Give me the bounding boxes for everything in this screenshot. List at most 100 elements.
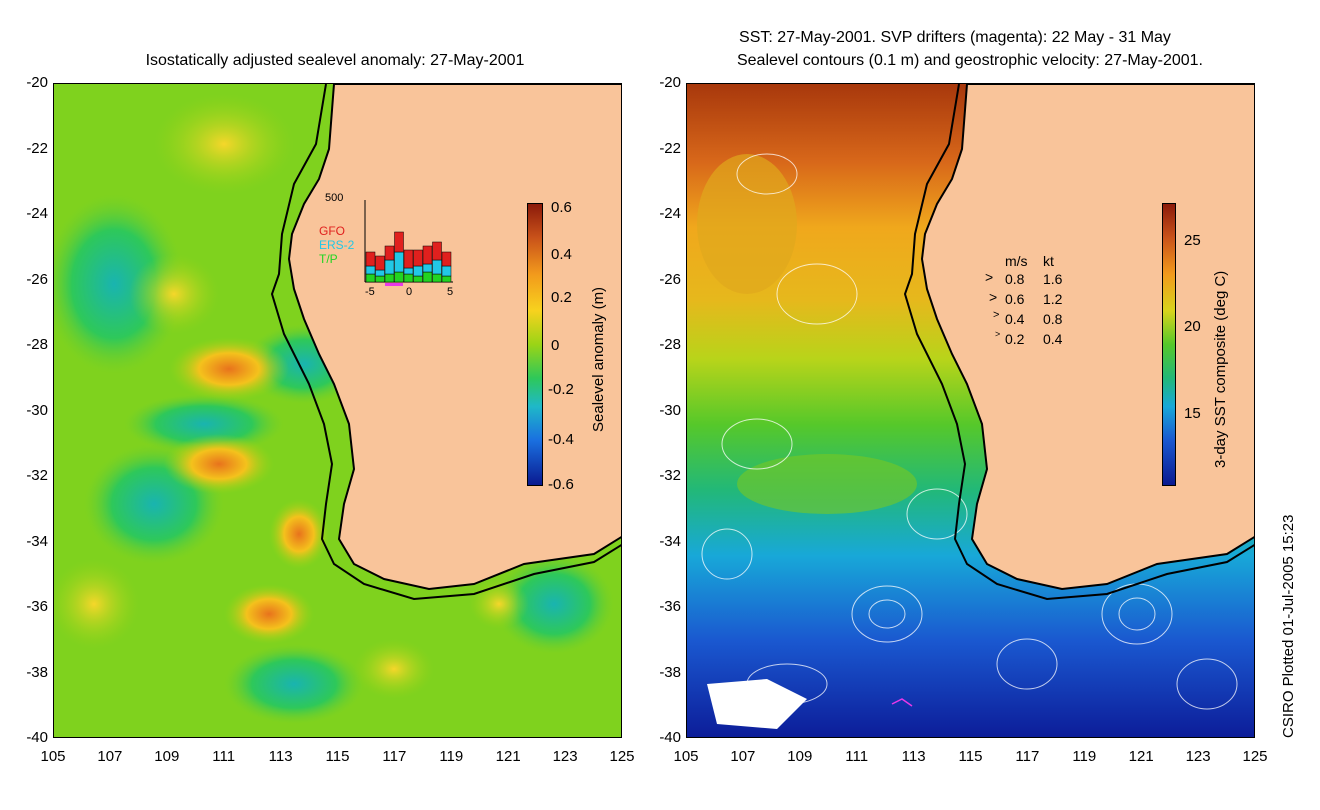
inset-bar-segment <box>403 249 414 269</box>
sst-colorbar-tick: 15 <box>1184 405 1201 422</box>
y-tick-label: -28 <box>26 336 48 353</box>
x-tick-label: 125 <box>1242 748 1268 765</box>
inset-legend-ers2: ERS-2 <box>319 238 355 252</box>
inset-bar-segment <box>384 259 395 275</box>
sealevel-colorbar-tick: 0.6 <box>551 199 572 216</box>
x-tick-label: 123 <box>1185 748 1211 765</box>
inset-bar-segment <box>365 251 376 267</box>
inset-bar-segment <box>375 269 385 277</box>
y-tick-label: -22 <box>26 139 48 157</box>
inset-bar-segment <box>394 251 404 273</box>
data-coverage-inset: 500 GFO ERS-2 T/P -5 0 5 <box>315 190 460 300</box>
drifter-track <box>891 698 913 707</box>
inset-legend-gfo: GFO <box>319 224 345 238</box>
inset-bar-segment <box>441 251 452 267</box>
inset-bar-segment <box>365 273 376 283</box>
inset-bar-segment <box>403 273 414 283</box>
x-tick-label: 111 <box>212 748 236 765</box>
x-tick-label: 121 <box>1128 748 1154 765</box>
sealevel-colorbar-tick: 0 <box>551 337 560 354</box>
x-tick-label: 117 <box>382 748 407 765</box>
inset-bar-segment <box>432 259 442 275</box>
x-tick-label: 107 <box>730 748 756 765</box>
inset-bar-segment <box>394 271 404 283</box>
x-tick-label: 115 <box>325 748 350 765</box>
velocity-legend-header-ms: m/s <box>1005 253 1028 269</box>
inset-bar-segment <box>384 273 395 283</box>
x-tick-label: 109 <box>787 748 813 765</box>
y-tick-label: -22 <box>659 139 681 157</box>
inset-bar-chart <box>364 200 453 286</box>
right-map-title-line2: Sealevel contours (0.1 m) and geostrophi… <box>736 52 1203 69</box>
inset-bar-segment <box>422 271 433 283</box>
plot-credit: CSIRO Plotted 01-Jul-2005 15:23 <box>1280 514 1297 738</box>
y-tick-label: -32 <box>26 467 48 484</box>
sealevel-colorbar-tick: 0.2 <box>551 289 572 306</box>
y-tick-label: -28 <box>659 336 681 353</box>
x-tick-label: 113 <box>901 748 926 765</box>
inset-legend-tp: T/P <box>319 252 338 266</box>
right-map-title-line1: SST: 27-May-2001. SVP drifters (magenta)… <box>739 29 1171 46</box>
y-tick-label: -20 <box>26 74 48 91</box>
inset-bar-segment <box>403 267 414 275</box>
inset-bar-segment <box>413 265 423 277</box>
inset-xtick: 5 <box>447 286 454 298</box>
y-tick-label: -34 <box>659 532 681 550</box>
sealevel-colorbar-label: Sealevel anomaly (m) <box>590 286 607 432</box>
x-tick-label: 109 <box>154 748 180 765</box>
y-tick-label: -26 <box>659 270 681 288</box>
velocity-legend: m/s kt > 0.8 1.6 > 0.6 1.2 > 0.4 0.8 > 0… <box>985 253 1085 353</box>
inset-time-marker <box>385 283 403 286</box>
sealevel-colorbar-tick: 0.4 <box>551 246 572 263</box>
velocity-legend-kt: 0.8 <box>1043 311 1063 327</box>
y-tick-label: -36 <box>659 598 681 615</box>
y-tick-label: -34 <box>26 532 48 550</box>
inset-bar-segment <box>422 263 433 273</box>
sst-colorbar <box>1162 203 1176 486</box>
y-tick-label: -30 <box>659 401 681 419</box>
x-tick-label: 119 <box>439 748 464 765</box>
sealevel-colorbar-tick: -0.2 <box>548 381 574 398</box>
y-tick-label: -32 <box>659 467 681 484</box>
inset-bar-segment <box>384 245 395 261</box>
y-tick-label: -36 <box>26 598 48 615</box>
velocity-legend-ms: 0.6 <box>1005 291 1025 307</box>
y-tick-label: -20 <box>659 74 681 91</box>
inset-bar-segment <box>441 275 452 283</box>
y-tick-label: -38 <box>659 663 681 681</box>
velocity-arrow-icon: > <box>995 329 1001 339</box>
y-tick-label: -30 <box>26 401 48 419</box>
inset-bar-segment <box>394 231 404 253</box>
y-tick-label: -26 <box>26 270 48 288</box>
x-tick-label: 117 <box>1015 748 1040 765</box>
left-map-title: Isostatically adjusted sealevel anomaly:… <box>145 52 525 69</box>
inset-xtick: 0 <box>406 286 413 298</box>
velocity-legend-kt: 1.2 <box>1043 291 1063 307</box>
inset-bar-segment <box>365 265 376 275</box>
sealevel-colorbar-tick: -0.6 <box>548 476 574 493</box>
y-tick-label: -38 <box>26 663 48 681</box>
inset-ytick: 500 <box>325 192 344 204</box>
inset-bar-segment <box>375 255 385 271</box>
x-tick-label: 111 <box>845 748 869 765</box>
inset-bar-segment <box>422 245 433 265</box>
x-tick-label: 119 <box>1072 748 1097 765</box>
x-tick-label: 121 <box>495 748 521 765</box>
velocity-legend-kt: 0.4 <box>1043 331 1063 347</box>
sst-colorbar-tick: 20 <box>1184 318 1201 335</box>
velocity-arrow-icon: > <box>989 289 998 305</box>
y-tick-label: -40 <box>659 729 681 746</box>
x-tick-label: 123 <box>552 748 578 765</box>
x-tick-label: 113 <box>268 748 293 765</box>
inset-bar-segment <box>375 275 385 283</box>
velocity-legend-ms: 0.4 <box>1005 311 1025 327</box>
inset-bar-segment <box>432 273 442 283</box>
x-tick-label: 105 <box>40 748 66 765</box>
x-tick-label: 125 <box>609 748 635 765</box>
velocity-arrow-icon: > <box>993 309 1000 321</box>
velocity-legend-ms: 0.2 <box>1005 331 1025 347</box>
x-tick-label: 105 <box>673 748 699 765</box>
velocity-arrow-icon: > <box>985 269 994 285</box>
velocity-legend-ms: 0.8 <box>1005 271 1025 287</box>
sst-colorbar-tick: 25 <box>1184 232 1201 249</box>
